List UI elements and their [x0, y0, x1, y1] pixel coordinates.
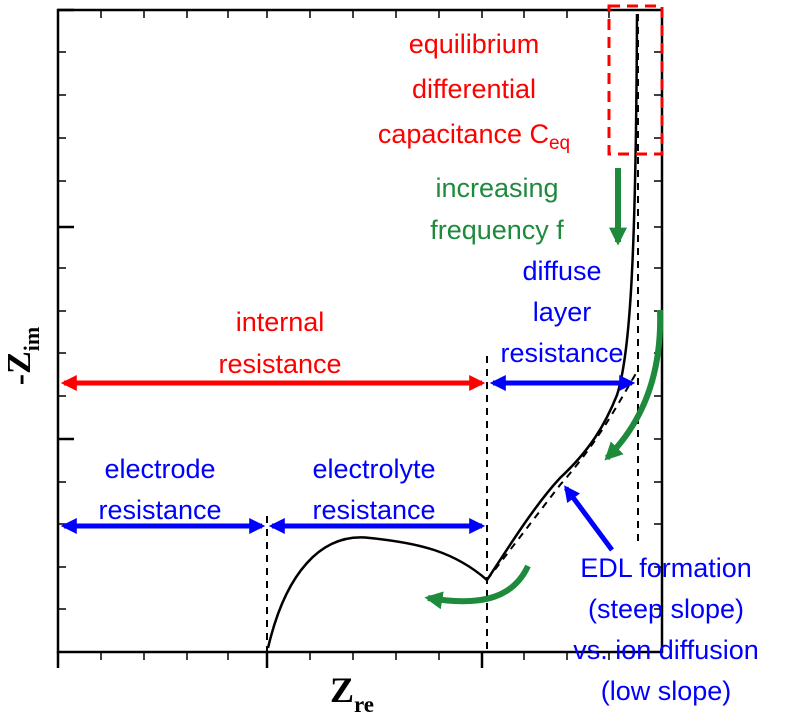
diffuse-label-line3: resistance	[500, 338, 623, 368]
ceq-label-sub: eq	[549, 133, 570, 154]
ceq-highlight-box	[607, 4, 664, 156]
electrolyte-resistance-label: electrolyte resistance	[312, 454, 435, 525]
y-axis-label-main: -Z	[1, 351, 38, 385]
edl-label-line1: EDL formation	[580, 553, 752, 583]
electrode-resistance-label: electrode resistance	[98, 454, 221, 525]
diffuse-label-line1: diffuse	[522, 256, 601, 286]
impedance-curve	[266, 13, 639, 649]
y-axis-label: -Zim	[1, 327, 44, 385]
electrode-label-line2: resistance	[98, 495, 221, 525]
edl-label-line2: (steep slope)	[588, 594, 744, 624]
frequency-label-line2: frequency f	[430, 215, 564, 245]
ceq-label-main: capacitance C	[378, 119, 549, 149]
frequency-arrow-bottom	[424, 564, 531, 610]
x-axis-label-main: Z	[330, 670, 354, 710]
y-axis-label-sub: im	[19, 327, 44, 351]
diffuse-label-line2: layer	[533, 297, 592, 327]
diffuse-resistance-label: diffuse layer resistance	[500, 256, 623, 368]
internal-resistance-label: internal resistance	[218, 307, 341, 379]
internal-label-line2: resistance	[218, 349, 341, 379]
ceq-label-line2: differential	[412, 74, 536, 104]
frequency-label-line1: increasing	[435, 173, 558, 203]
internal-label-line1: internal	[236, 307, 325, 337]
x-axis-label: Zre	[330, 670, 374, 717]
electrode-label-line1: electrode	[104, 454, 215, 484]
edl-pointer-arrow	[563, 485, 615, 552]
edl-label-line3: vs. ion diffusion	[573, 635, 759, 665]
ceq-label-line3: capacitance Ceq	[378, 119, 570, 154]
edl-label: EDL formation (steep slope) vs. ion diff…	[573, 553, 759, 706]
ceq-label: equilibrium differential capacitance Ceq	[378, 29, 570, 154]
electrolyte-label-line2: resistance	[312, 495, 435, 525]
frequency-arrow-mid	[604, 309, 664, 461]
edl-label-line4: (low slope)	[601, 676, 732, 706]
frequency-label: increasing frequency f	[430, 173, 564, 245]
x-axis-label-sub: re	[354, 692, 374, 717]
x-axis-ticks	[56, 10, 610, 668]
ceq-label-line1: equilibrium	[409, 29, 540, 59]
electrolyte-label-line1: electrolyte	[312, 454, 435, 484]
plot-frame	[56, 8, 664, 654]
